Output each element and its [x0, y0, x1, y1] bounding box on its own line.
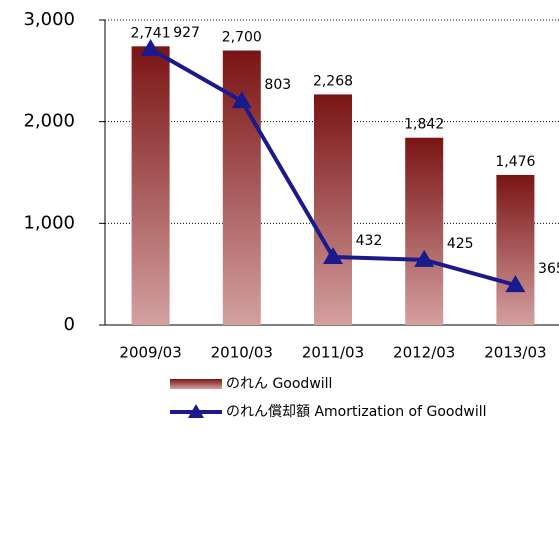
- line-value-label: 927: [173, 25, 200, 41]
- legend-swatch: [170, 379, 222, 389]
- legend-label: のれん償却額 Amortization of Goodwill: [226, 404, 487, 420]
- line-marker: [505, 275, 526, 293]
- bar-value-label: 2,741: [131, 25, 171, 41]
- line-marker: [140, 38, 161, 56]
- x-tick-label: 2012/03: [393, 344, 455, 362]
- line-value-label: 432: [356, 233, 383, 249]
- legend-label: のれん Goodwill: [226, 376, 332, 392]
- line-marker: [231, 91, 252, 109]
- x-tick-label: 2011/03: [302, 344, 364, 362]
- bar-value-label: 1,476: [495, 154, 535, 170]
- bar: [405, 137, 444, 325]
- y-tick-label: 3,000: [23, 9, 75, 30]
- bar: [131, 46, 170, 325]
- bar-value-label: 2,268: [313, 73, 353, 89]
- y-tick-label: 2,000: [23, 111, 75, 132]
- line-marker: [414, 249, 435, 267]
- bar: [496, 174, 535, 325]
- line-value-label: 803: [264, 77, 291, 93]
- line-marker: [323, 246, 343, 264]
- bar: [314, 94, 352, 325]
- x-tick-label: 2009/03: [119, 344, 181, 362]
- y-tick-label: 1,000: [23, 212, 75, 233]
- line-value-label: 425: [447, 236, 474, 252]
- bar-value-label: 2,700: [222, 30, 262, 46]
- bar-value-label: 1,842: [404, 117, 444, 133]
- y-tick-label: 0: [64, 314, 75, 335]
- line-value-label: 365: [538, 261, 559, 277]
- x-tick-label: 2013/03: [484, 344, 546, 362]
- legend-marker: [188, 404, 204, 418]
- x-tick-label: 2010/03: [211, 344, 273, 362]
